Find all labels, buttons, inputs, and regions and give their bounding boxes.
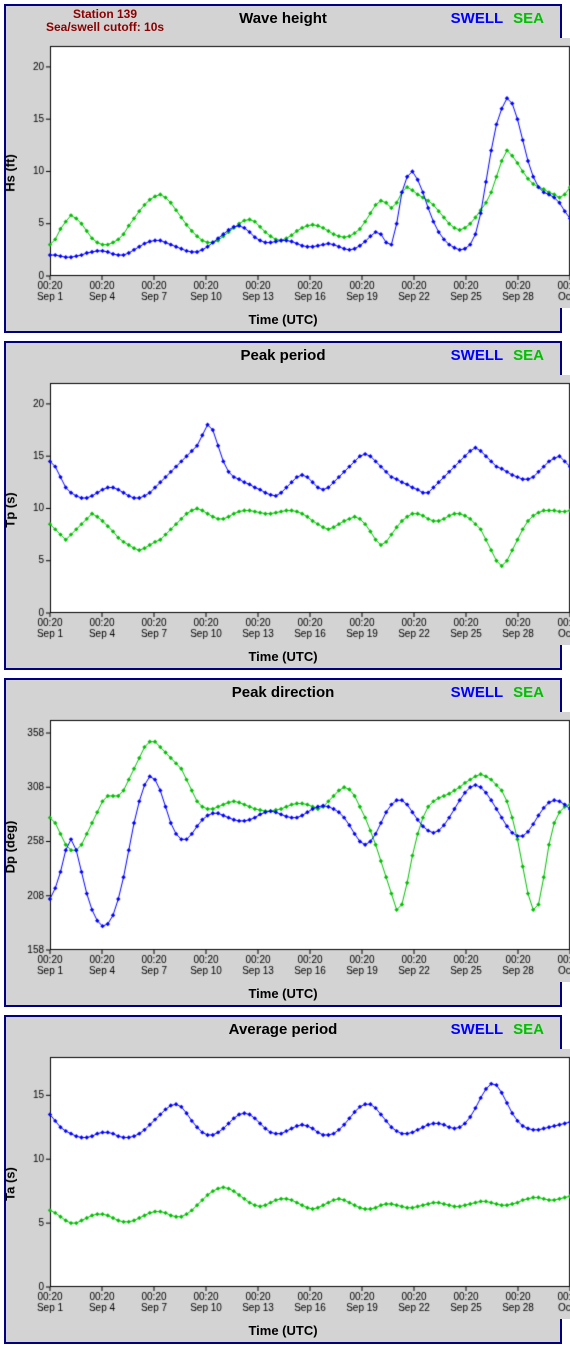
y-axis-label: Dp (deg) <box>3 821 18 874</box>
legend-swell: SWELL <box>451 684 504 701</box>
panel-title: Peak period <box>240 347 325 364</box>
panel-average-period: Average period SWELL SEA Ta (s) Time (UTC) <box>4 1015 562 1344</box>
legend-sea: SEA <box>513 684 544 701</box>
panel-header: Station 139Sea/swell cutoff: 10s Wave hei… <box>6 6 560 38</box>
x-axis-label: Time (UTC) <box>6 986 560 1005</box>
plot-area: Ta (s) <box>14 1049 552 1319</box>
panel-title: Wave height <box>239 10 327 27</box>
legend-swell: SWELL <box>451 347 504 364</box>
legend: SWELL SEA <box>451 10 544 27</box>
chart-canvas <box>14 712 570 982</box>
legend-swell: SWELL <box>451 10 504 27</box>
legend: SWELL SEA <box>451 347 544 364</box>
plot-area: Tp (s) <box>14 375 552 645</box>
legend-sea: SEA <box>513 1021 544 1038</box>
plot-area: Dp (deg) <box>14 712 552 982</box>
panel-wave-height: Station 139Sea/swell cutoff: 10s Wave hei… <box>4 4 562 333</box>
station-line2: Sea/swell cutoff: 10s <box>46 21 164 34</box>
chart-canvas <box>14 38 570 308</box>
plot-area: Hs (ft) <box>14 38 552 308</box>
y-axis-label: Ta (s) <box>3 1167 18 1201</box>
panel-peak-period: Peak period SWELL SEA Tp (s) Time (UTC) <box>4 341 562 670</box>
legend-sea: SEA <box>513 347 544 364</box>
panel-title: Average period <box>229 1021 338 1038</box>
chart-canvas <box>14 1049 570 1319</box>
x-axis-label: Time (UTC) <box>6 649 560 668</box>
legend: SWELL SEA <box>451 1021 544 1038</box>
y-axis-label: Hs (ft) <box>3 154 18 192</box>
legend-swell: SWELL <box>451 1021 504 1038</box>
legend: SWELL SEA <box>451 684 544 701</box>
x-axis-label: Time (UTC) <box>6 312 560 331</box>
chart-canvas <box>14 375 570 645</box>
legend-sea: SEA <box>513 10 544 27</box>
panel-header: Peak period SWELL SEA <box>6 343 560 375</box>
panel-header: Average period SWELL SEA <box>6 1017 560 1049</box>
station-label: Station 139Sea/swell cutoff: 10s <box>46 8 164 34</box>
x-axis-label: Time (UTC) <box>6 1323 560 1342</box>
panel-header: Peak direction SWELL SEA <box>6 680 560 712</box>
panel-title: Peak direction <box>232 684 335 701</box>
y-axis-label: Tp (s) <box>3 492 18 527</box>
panel-peak-direction: Peak direction SWELL SEA Dp (deg) Time (UTC) <box>4 678 562 1007</box>
